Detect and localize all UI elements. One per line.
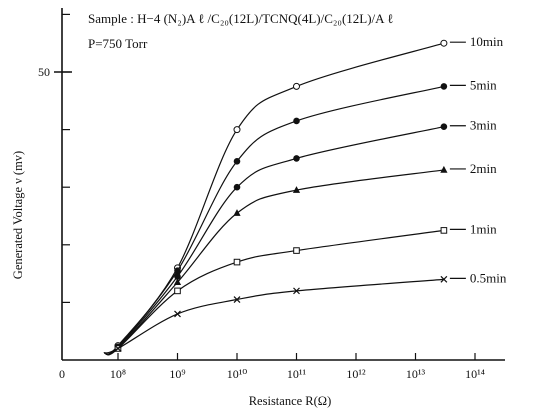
series-3min: 3min bbox=[103, 118, 497, 356]
data-point bbox=[233, 209, 241, 216]
series-2min: 2min bbox=[103, 161, 497, 356]
data-point bbox=[174, 310, 181, 318]
series-label: 3min bbox=[470, 118, 497, 133]
x-origin-label: 0 bbox=[59, 367, 65, 381]
series-line bbox=[103, 229, 444, 355]
data-point bbox=[440, 275, 448, 283]
data-point bbox=[440, 123, 448, 131]
data-point bbox=[233, 183, 241, 191]
series-1min: 1min bbox=[103, 221, 497, 355]
data-point bbox=[233, 296, 241, 303]
x-tick-label: 10⁹ bbox=[169, 367, 185, 381]
data-point bbox=[293, 82, 300, 90]
x-axis-title: Resistance R(Ω) bbox=[249, 394, 332, 408]
sample-annotation: Sample : H−4 (N₂)A ℓ /C₂₀(12L)/TCNQ(4L)/… bbox=[88, 11, 393, 26]
data-point bbox=[114, 345, 122, 352]
data-point bbox=[174, 273, 181, 280]
x-tick-label: 10¹⁰ bbox=[227, 367, 248, 381]
series-label: 1min bbox=[470, 221, 497, 236]
series-10min: 10min bbox=[103, 34, 504, 355]
pressure-annotation: P=750 Torr bbox=[88, 36, 148, 51]
axes: 50 10⁸ 10⁹ 10¹⁰ 10¹¹ 10¹² 10¹³ 10¹⁴ 0 bbox=[38, 8, 505, 381]
series-line bbox=[103, 169, 444, 356]
series-line bbox=[103, 278, 444, 354]
series-5min: 5min bbox=[103, 77, 497, 356]
data-point bbox=[174, 267, 181, 275]
data-point bbox=[233, 126, 241, 134]
data-point bbox=[440, 227, 448, 234]
data-point bbox=[440, 39, 448, 47]
data-point bbox=[293, 287, 300, 295]
series-line bbox=[103, 85, 445, 356]
x-tick-label: 10⁸ bbox=[110, 367, 126, 381]
x-tick-label: 10¹³ bbox=[406, 367, 426, 381]
data-point bbox=[293, 247, 300, 254]
y-tick-label: 50 bbox=[38, 65, 50, 79]
series-label: 2min bbox=[470, 161, 497, 176]
series-layer: 10min 5min 3min 2min 1min 0.5min bbox=[103, 34, 507, 356]
data-point bbox=[233, 258, 241, 266]
data-point bbox=[233, 157, 241, 165]
data-point bbox=[293, 117, 300, 125]
series-0.5min: 0.5min bbox=[103, 270, 507, 354]
data-point bbox=[293, 155, 300, 162]
series-label: 10min bbox=[470, 34, 504, 49]
series-label: 0.5min bbox=[470, 270, 507, 285]
x-tick-label: 10¹⁴ bbox=[465, 367, 485, 381]
data-point bbox=[440, 165, 448, 173]
data-point bbox=[440, 83, 448, 90]
x-tick-label: 10¹² bbox=[346, 367, 366, 381]
x-tick-label: 10¹¹ bbox=[287, 367, 307, 381]
data-point bbox=[174, 287, 181, 295]
data-point bbox=[173, 278, 182, 286]
series-line bbox=[103, 126, 445, 356]
y-axis-title: Generated Voltage ν (mv) bbox=[11, 151, 25, 279]
series-label: 5min bbox=[470, 77, 497, 92]
data-point bbox=[292, 186, 301, 193]
